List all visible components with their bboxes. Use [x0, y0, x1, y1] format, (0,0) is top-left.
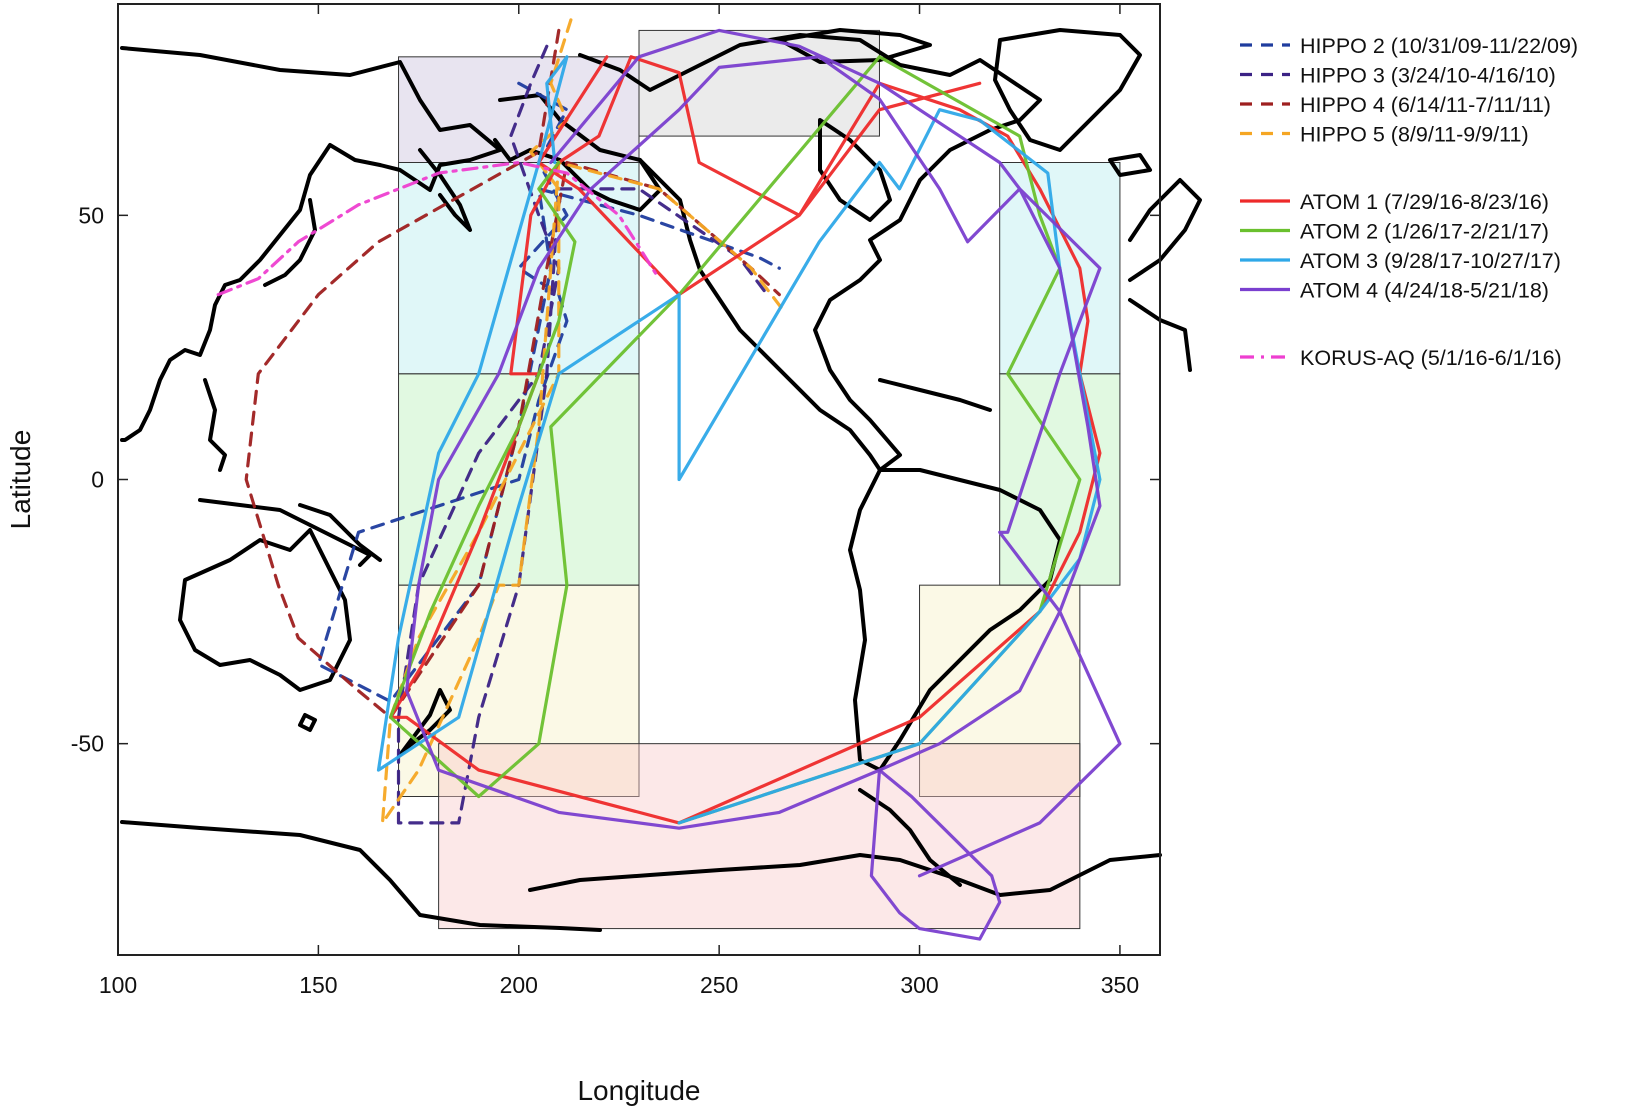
y-axis-label: Latitude — [5, 430, 36, 530]
legend: HIPPO 2 (10/31/09-11/22/09) HIPPO 3 (3/24… — [1240, 34, 1578, 370]
legend-label-4: HIPPO 5 (8/9/11-9/9/11) — [1300, 123, 1529, 147]
coast-europe — [1128, 178, 1202, 282]
x-tick-label: 350 — [1101, 972, 1139, 998]
coast-newguinea — [298, 503, 382, 562]
coast-caribbean — [878, 378, 992, 412]
legend-label-1: HIPPO 2 (10/31/09-11/22/09) — [1300, 34, 1578, 58]
legend-label-2: HIPPO 3 (3/24/10-4/16/10) — [1300, 64, 1556, 88]
x-tick-label: 250 — [700, 972, 738, 998]
flight-tracks — [216, 18, 1122, 941]
coast-indonesia — [198, 498, 372, 567]
legend-label-8: ATOM 4 (4/24/18-5/21/18) — [1300, 279, 1549, 303]
legend-label-3: HIPPO 4 (6/14/11-7/11/11) — [1300, 93, 1551, 117]
coast-iceland — [1108, 153, 1152, 177]
track-2 — [396, 44, 769, 825]
coast-south-america — [848, 468, 1062, 772]
track-4 — [380, 18, 785, 825]
legend-label-7: ATOM 3 (9/28/17-10/27/17) — [1300, 249, 1561, 273]
coast-antarctica — [120, 820, 602, 932]
y-tick-label: 50 — [78, 202, 104, 228]
region-box-8 — [919, 584, 1081, 798]
coast-japan — [263, 198, 317, 287]
coast-newzealand — [398, 688, 452, 757]
region-box-3 — [398, 162, 640, 375]
coast-north-america-west — [638, 158, 882, 472]
legend-label-5: ATOM 1 (7/29/16-8/23/16) — [1300, 190, 1549, 214]
region-box-2 — [638, 29, 880, 137]
x-tick-label: 150 — [299, 972, 337, 998]
coast-kamchatka — [418, 148, 472, 232]
coast-philippines — [203, 378, 227, 472]
y-tick-label: -50 — [71, 731, 104, 757]
region-box-1 — [398, 56, 640, 163]
track-5 — [388, 55, 1102, 825]
coast-antarctica-east — [528, 853, 1162, 897]
y-tick-label: 0 — [91, 467, 104, 493]
coast-australia — [178, 528, 352, 692]
x-tick-label: 200 — [500, 972, 538, 998]
coast-greenland — [993, 28, 1142, 152]
legend-label-6: ATOM 2 (1/26/17-2/21/17) — [1300, 220, 1549, 244]
track-8 — [405, 28, 1122, 941]
x-tick-label: 300 — [900, 972, 938, 998]
coast-asia — [120, 46, 502, 442]
track-9 — [216, 160, 661, 297]
coast-africa — [1128, 298, 1192, 372]
region-box-9 — [438, 743, 1081, 930]
axes: 100 150 200 250 300 350 50 0 -50 Longitude Latitud… — [5, 3, 1161, 1106]
coast-arctic-islands — [778, 28, 932, 64]
coast-tasmania — [298, 713, 317, 732]
x-axis-label: Longitude — [577, 1075, 700, 1106]
x-tick-label: 100 — [99, 972, 137, 998]
region-boxes — [398, 29, 1121, 930]
legend-label-9: KORUS-AQ (5/1/16-6/1/16) — [1300, 346, 1562, 370]
